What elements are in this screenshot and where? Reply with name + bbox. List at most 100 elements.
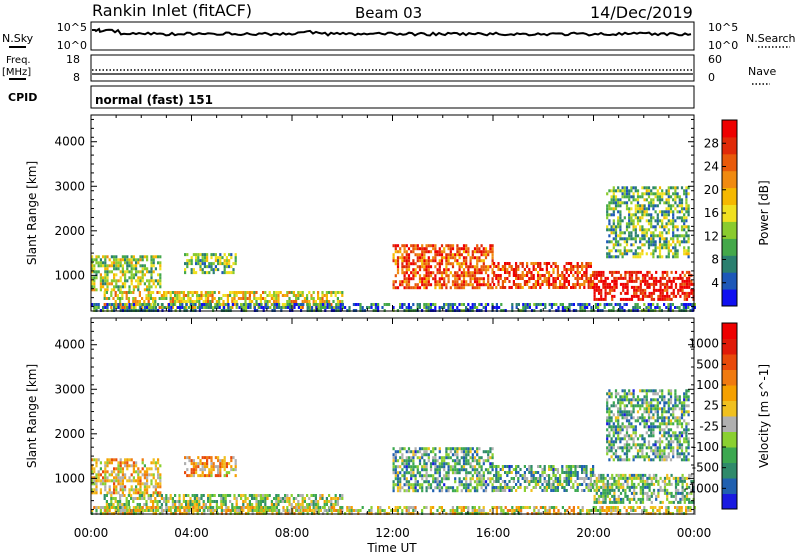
- heatmap-cell: [332, 291, 335, 294]
- heatmap-cell: [669, 222, 673, 226]
- heatmap-cell: [130, 267, 133, 271]
- heatmap-cell: [196, 294, 199, 297]
- heatmap-cell: [443, 256, 446, 260]
- heatmap-cell: [121, 264, 124, 268]
- heatmap-cell: [491, 483, 494, 487]
- heatmap-cell: [484, 247, 488, 251]
- heatmap-cell: [119, 285, 122, 289]
- heatmap-cell: [436, 250, 439, 254]
- heatmap-cell: [548, 280, 551, 283]
- heatmap-cell: [619, 198, 622, 202]
- heatmap-cell: [394, 262, 397, 266]
- heatmap-cell: [635, 273, 638, 277]
- heatmap-cell: [467, 303, 470, 306]
- heatmap-cell: [501, 283, 504, 286]
- heatmap-cell: [110, 497, 113, 500]
- heatmap-cell: [210, 265, 213, 269]
- heatmap-cell: [604, 282, 607, 286]
- heatmap-cell: [121, 470, 124, 474]
- heatmap-cell: [407, 447, 411, 451]
- heatmap-cell: [214, 474, 217, 478]
- heatmap-cell: [449, 303, 452, 306]
- heatmap-cell: [290, 303, 293, 306]
- heatmap-cell: [286, 300, 289, 303]
- heatmap-cell: [434, 256, 437, 260]
- heatmap-cell: [471, 256, 474, 260]
- heatmap-cell: [636, 198, 640, 202]
- heatmap-cell: [603, 509, 606, 512]
- heatmap-cell: [469, 277, 472, 281]
- heatmap-cell: [515, 277, 518, 280]
- heatmap-cell: [427, 459, 430, 463]
- heatmap-cell: [139, 476, 142, 480]
- heatmap-cell: [127, 297, 130, 300]
- heatmap-cell: [148, 303, 151, 306]
- heatmap-cell: [553, 509, 556, 512]
- heatmap-cell: [623, 303, 626, 306]
- heatmap-cell: [277, 294, 280, 297]
- heatmap-cell: [617, 219, 620, 223]
- heatmap-cell: [410, 468, 413, 472]
- heatmap-cell: [495, 506, 498, 509]
- heatmap-cell: [178, 300, 181, 303]
- heatmap-cell: [454, 489, 457, 493]
- heatmap-cell: [572, 268, 575, 271]
- heatmap-cell: [592, 486, 595, 489]
- heatmap-cell: [399, 465, 402, 469]
- heatmap-cell: [595, 282, 598, 286]
- heatmap-cell: [658, 249, 662, 253]
- heatmap-cell: [685, 234, 688, 238]
- heatmap-cell: [476, 480, 479, 484]
- heatmap-cell: [491, 447, 494, 451]
- heatmap-cell: [589, 274, 592, 277]
- heatmap-cell: [639, 240, 642, 244]
- heatmap-cell: [619, 252, 622, 256]
- heatmap-cell: [372, 303, 375, 306]
- heatmap-cell: [130, 279, 133, 283]
- heatmap-cell: [188, 459, 191, 463]
- heatmap-cell: [556, 483, 559, 486]
- heatmap-cell: [145, 503, 148, 506]
- heatmap-cell: [556, 286, 559, 289]
- heatmap-cell: [460, 283, 463, 287]
- heatmap-cell: [508, 271, 511, 274]
- heatmap-cell: [128, 479, 131, 483]
- heatmap-cell: [91, 264, 94, 268]
- heatmap-cell: [500, 509, 503, 512]
- heatmap-cell: [599, 509, 602, 512]
- heatmap-cell: [447, 256, 450, 260]
- heatmap-cell: [593, 497, 596, 501]
- heatmap-cell: [103, 291, 106, 294]
- heatmap-cell: [462, 277, 466, 281]
- heatmap-cell: [196, 503, 199, 506]
- heatmap-cell: [392, 489, 395, 493]
- colorbar-tick-label: 24: [704, 160, 719, 174]
- heatmap-cell: [570, 268, 573, 271]
- heatmap-cell: [143, 485, 146, 489]
- heatmap-cell: [639, 237, 642, 241]
- heatmap-cell: [443, 477, 446, 481]
- heatmap-cell: [671, 303, 674, 306]
- heatmap-cell: [135, 264, 138, 268]
- heatmap-cell: [115, 488, 118, 492]
- heatmap-cell: [176, 506, 179, 509]
- heatmap-cell: [396, 477, 400, 481]
- heatmap-cell: [614, 225, 618, 229]
- heatmap-cell: [578, 477, 581, 480]
- heatmap-cell: [410, 250, 413, 254]
- heatmap-cell: [198, 503, 201, 506]
- heatmap-cell: [113, 458, 116, 462]
- heatmap-cell: [652, 240, 655, 244]
- heatmap-cell: [295, 303, 298, 306]
- heatmap-cell: [578, 277, 581, 280]
- heatmap-cell: [667, 306, 670, 309]
- heatmap-cell: [460, 265, 463, 269]
- heatmap-cell: [476, 483, 479, 487]
- heatmap-cell: [139, 264, 142, 268]
- heatmap-cell: [614, 234, 618, 238]
- heatmap-cell: [517, 506, 520, 509]
- heatmap-cell: [471, 465, 474, 469]
- heatmap-cell: [661, 282, 664, 286]
- heatmap-cell: [236, 506, 239, 509]
- heatmap-cell: [539, 265, 542, 268]
